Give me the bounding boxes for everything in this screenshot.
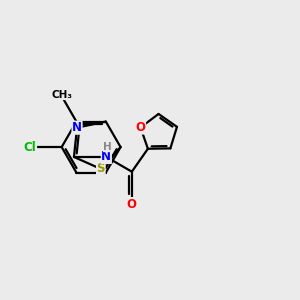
Text: H: H bbox=[103, 142, 112, 152]
Text: CH₃: CH₃ bbox=[52, 90, 73, 100]
Text: O: O bbox=[136, 121, 146, 134]
Text: Cl: Cl bbox=[24, 141, 37, 154]
Text: S: S bbox=[97, 162, 105, 176]
Text: N: N bbox=[101, 151, 111, 164]
Text: O: O bbox=[127, 198, 137, 211]
Text: N: N bbox=[72, 121, 82, 134]
